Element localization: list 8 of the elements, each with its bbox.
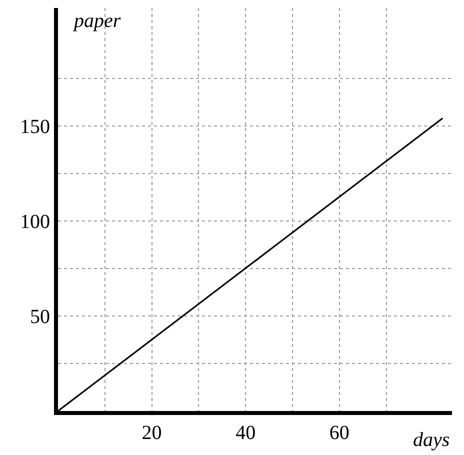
y-tick-label: 100 xyxy=(20,210,50,233)
x-tick-label: 20 xyxy=(142,422,162,444)
y-axis-title: paper xyxy=(72,10,121,32)
y-tick-label: 150 xyxy=(20,116,50,138)
y-tick-label: 50 xyxy=(30,306,50,328)
x-tick-label: 60 xyxy=(329,422,350,444)
x-tick-label: 40 xyxy=(236,422,256,444)
x-axis-title: days xyxy=(413,429,450,451)
